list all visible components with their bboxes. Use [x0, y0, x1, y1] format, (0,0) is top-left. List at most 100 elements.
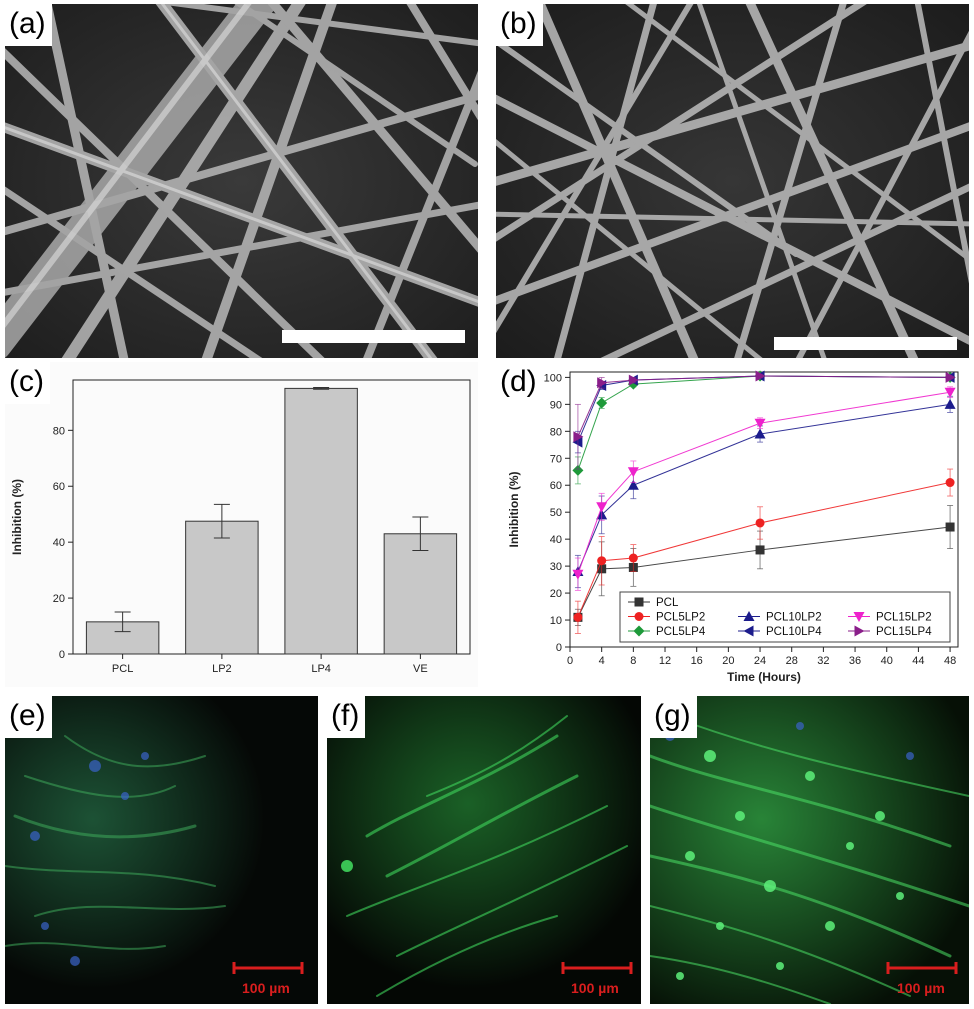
- legend-item-pcl10lp4: PCL10LP4: [738, 625, 822, 638]
- data-point: [945, 478, 955, 488]
- legend: PCL PCL5LP2 PCL10LP2 PCL15LP2 PCL5LP4 PCL10LP…: [619, 591, 951, 643]
- y-tick-label: 50: [550, 507, 562, 519]
- cell-image-g: 100 µm: [650, 696, 969, 1004]
- legend-label: PCL10LP4: [766, 626, 822, 638]
- bar-lp4: [284, 387, 358, 655]
- x-tick-label: 4: [599, 655, 605, 667]
- legend-label: PCL15LP2: [876, 612, 932, 624]
- cell-image-e: 100 µm: [5, 696, 318, 1004]
- y-tick-label: 60: [550, 480, 562, 492]
- fluorescence-image-f: 100 µm (f): [327, 696, 641, 1004]
- data-point: [755, 518, 765, 528]
- legend-marker: [634, 612, 644, 621]
- x-tick-label: LP4: [311, 663, 331, 675]
- scale-label-e: 100 µm: [242, 980, 290, 996]
- panel-label-a: (a): [5, 4, 52, 46]
- data-point: [627, 479, 639, 490]
- x-tick-label: PCL: [112, 663, 133, 675]
- data-point: [597, 556, 607, 566]
- sem-image-b: (b): [496, 4, 969, 358]
- panel-label-d: (d): [496, 362, 543, 404]
- series-pcl5lp2: [573, 468, 955, 634]
- data-point: [945, 371, 956, 383]
- data-point: [572, 436, 583, 448]
- data-point: [754, 428, 766, 439]
- x-tick-label: 16: [691, 655, 703, 667]
- y-tick-label: 0: [556, 642, 562, 654]
- sem-fibers-a: [5, 4, 478, 358]
- data-point: [944, 398, 956, 409]
- y-axis-label: Inhibition (%): [10, 479, 24, 555]
- bar-lp2: [185, 520, 259, 655]
- scale-bar-f: 100 µm: [561, 962, 633, 996]
- x-tick-label: 28: [786, 655, 798, 667]
- legend-label: PCL15LP4: [876, 626, 932, 638]
- legend-marker: [743, 611, 755, 621]
- y-tick-label: 80: [53, 425, 65, 437]
- y-tick-label: 70: [550, 453, 562, 465]
- scale-bar: [774, 337, 957, 350]
- y-tick-label: 10: [550, 615, 562, 627]
- panel-label-b: (b): [496, 4, 543, 46]
- data-point: [572, 464, 584, 476]
- legend-box: [619, 591, 951, 643]
- data-point: [628, 553, 638, 563]
- data-point: [754, 418, 766, 429]
- bar-ve: [383, 533, 458, 655]
- legend-item-pcl: PCL: [628, 597, 679, 609]
- x-tick-label: 20: [722, 655, 734, 667]
- y-tick-label: 60: [53, 481, 65, 493]
- data-point: [628, 374, 639, 386]
- series-pcl15lp4: [573, 370, 956, 470]
- legend-marker: [743, 625, 754, 637]
- data-point: [596, 502, 608, 513]
- legend-label: PCL5LP2: [656, 612, 705, 624]
- x-tick-label: 8: [630, 655, 636, 667]
- x-tick-label: 40: [881, 655, 893, 667]
- x-tick-label: LP2: [212, 663, 232, 675]
- y-tick-label: 40: [53, 537, 65, 549]
- chart-panel-d: 0 10 20 30 40 50 60 70 80 90 100 0 4 8 12 16 20 24 28 32 36 4…: [496, 362, 969, 687]
- y-tick-label: 30: [550, 561, 562, 573]
- y-tick-label: 100: [544, 372, 562, 384]
- panel-label-f: (f): [327, 696, 366, 738]
- legend-marker: [854, 625, 865, 637]
- panel-label-g: (g): [650, 696, 697, 738]
- x-tick-label: 48: [944, 655, 956, 667]
- scale-label-g: 100 µm: [897, 980, 945, 996]
- fluorescence-image-g: 100 µm (g): [650, 696, 969, 1004]
- sem-image-a: (a): [5, 4, 478, 358]
- legend-label: PCL10LP2: [766, 612, 822, 624]
- x-tick-label: 12: [659, 655, 671, 667]
- y-tick-label: 40: [550, 534, 562, 546]
- legend-item-pcl15lp4: PCL15LP4: [848, 625, 932, 638]
- data-point: [627, 467, 639, 478]
- error-bar-lp2: [213, 503, 230, 539]
- series-pcl15lp2: [572, 386, 956, 591]
- y-tick-label: 80: [550, 426, 562, 438]
- data-point: [945, 522, 955, 532]
- legend-item-pcl5lp2: PCL5LP2: [628, 612, 705, 624]
- plot-frame: [72, 379, 471, 655]
- bar-chart-c: 0 20 40 60 80 PCL LP2 LP4 VE Inhibition (%): [5, 362, 478, 687]
- scale-bar-e: 100 µm: [232, 962, 304, 996]
- x-axis-label: Time (Hours): [727, 670, 801, 684]
- data-point: [755, 545, 765, 555]
- data-point: [944, 387, 956, 398]
- y-tick-label: 20: [550, 588, 562, 600]
- legend-item-pcl10lp2: PCL10LP2: [738, 611, 822, 624]
- data-point: [572, 569, 584, 580]
- error-bar-ve: [412, 516, 429, 552]
- scale-bar-g: 100 µm: [886, 962, 958, 996]
- data-point: [597, 377, 608, 389]
- y-tick-label: 0: [59, 649, 65, 661]
- data-point: [573, 431, 584, 443]
- x-tick-label: 32: [817, 655, 829, 667]
- panel-label-e: (e): [5, 696, 52, 738]
- error-bar-lp4: [313, 387, 330, 390]
- scale-bar: [282, 330, 465, 343]
- panel-label-c: (c): [5, 362, 50, 404]
- cell-image-f: 100 µm: [327, 696, 641, 1004]
- legend-marker: [634, 597, 644, 607]
